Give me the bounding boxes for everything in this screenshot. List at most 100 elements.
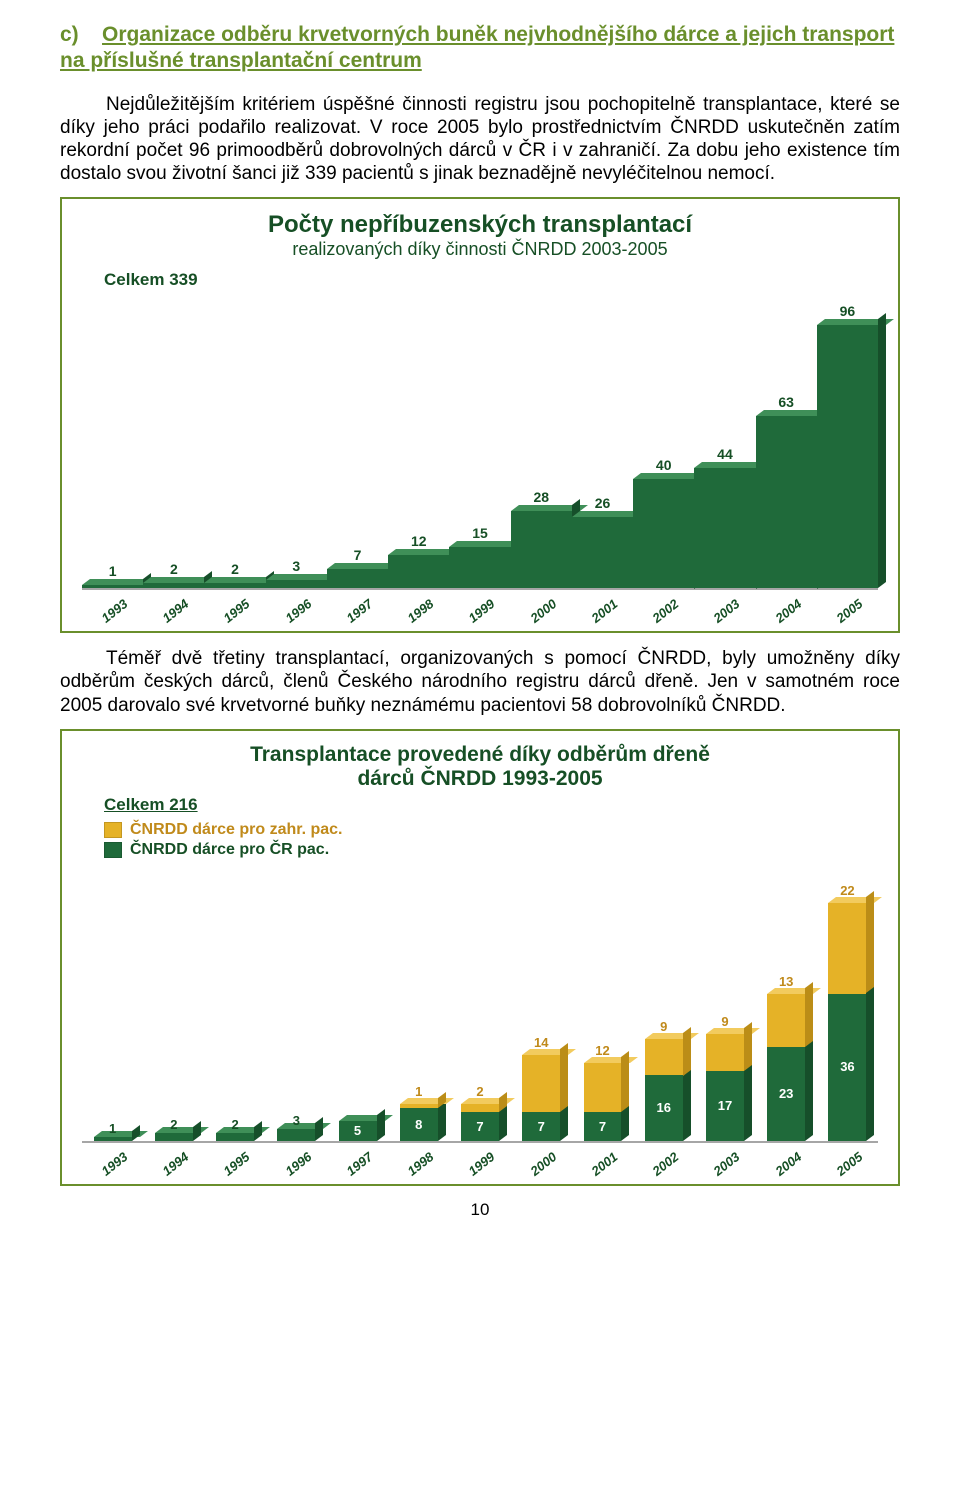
bar-front <box>706 1034 744 1071</box>
bar-slot: 40 <box>633 288 694 588</box>
legend-zahr-label: ČNRDD dárce pro zahr. pac. <box>130 821 343 839</box>
bar-front <box>694 468 755 589</box>
bar-slot: 23 13 <box>756 861 817 1141</box>
bar-side <box>621 1051 629 1112</box>
segment-value-cr: 7 <box>599 1119 606 1134</box>
chart-1-subtitle: realizovaných díky činnosti ČNRDD 2003-2… <box>76 239 884 260</box>
bar-segment-zahr: 14 <box>522 1055 560 1112</box>
bar: 40 <box>633 479 694 589</box>
paragraph-2: Téměř dvě třetiny transplantací, organiz… <box>60 647 900 717</box>
bar-value-label: 26 <box>595 495 611 511</box>
bar-slot: 2 <box>143 288 204 588</box>
stacked-bar: 179 <box>706 1034 744 1141</box>
segment-value-cr: 3 <box>293 1113 300 1128</box>
bar: 12 <box>388 555 449 588</box>
bar: 15 <box>449 547 510 588</box>
bar-side <box>377 1108 385 1140</box>
segment-value-cr: 23 <box>779 1086 793 1101</box>
chart-2-title: Transplantace provedené díky odběrům dře… <box>76 743 884 791</box>
segment-value-zahr: 13 <box>779 974 793 989</box>
bar-front <box>817 325 878 588</box>
bar-slot: 1 <box>82 861 143 1141</box>
bar-front <box>572 517 633 588</box>
segment-value-zahr: 2 <box>476 1084 483 1099</box>
segment-value-cr: 7 <box>476 1119 483 1134</box>
bar-front <box>511 511 572 588</box>
bar-side <box>866 891 874 993</box>
bar-front <box>522 1055 560 1112</box>
bar-slot: 72 <box>449 861 510 1141</box>
segment-value-zahr: 22 <box>840 883 854 898</box>
page: c) Organizace odběru krvetvorných buněk … <box>0 0 960 1240</box>
bar-side <box>744 1022 752 1071</box>
paragraph-1: Nejdůležitějším kritériem úspěšné činnos… <box>60 93 900 186</box>
bar-value-label: 63 <box>778 394 794 410</box>
bar-front <box>633 479 694 589</box>
segment-value-zahr: 9 <box>660 1019 667 1034</box>
chart-1-frame: Počty nepříbuzenských transplantací real… <box>60 197 900 633</box>
legend-row-zahr: ČNRDD dárce pro zahr. pac. <box>104 821 884 839</box>
bar-slot: 7 12 <box>572 861 633 1141</box>
bar-slot: 179 <box>694 861 755 1141</box>
bar-side <box>805 981 813 1046</box>
bar-slot: 5 <box>327 861 388 1141</box>
bar: 63 <box>756 416 817 589</box>
chart-1-total: Celkem 339 <box>104 270 884 290</box>
bar-slot: 63 <box>756 288 817 588</box>
bar-slot: 3622 <box>817 861 878 1141</box>
bar-slot: 26 <box>572 288 633 588</box>
bar-value-label: 2 <box>170 561 178 577</box>
chart-2-title-line2: dárců ČNRDD 1993-2005 <box>357 767 602 790</box>
bar-value-label: 1 <box>109 563 117 579</box>
bar-front <box>767 994 805 1047</box>
segment-value-cr: 16 <box>656 1100 670 1115</box>
bar-value-label: 28 <box>533 489 549 505</box>
bar-front <box>756 416 817 589</box>
bar-side <box>683 1027 691 1076</box>
stacked-bar: 16 9 <box>645 1039 683 1141</box>
bar: 26 <box>572 517 633 588</box>
bar-slot: 96 <box>817 288 878 588</box>
bar-segment-zahr: 9 <box>645 1039 683 1076</box>
bar-slot: 44 <box>694 288 755 588</box>
bar-front <box>388 555 449 588</box>
bar-slot: 81 <box>388 861 449 1141</box>
legend-swatch-zahr <box>104 822 122 838</box>
bar: 44 <box>694 468 755 589</box>
bar-top <box>767 988 821 994</box>
stacked-bar: 3622 <box>828 903 866 1141</box>
bar-front <box>645 1039 683 1076</box>
bar-slot: 7 <box>327 288 388 588</box>
bar-slot: 15 <box>449 288 510 588</box>
bar-segment-cr: 36 <box>828 994 866 1141</box>
chart-1-xaxis: 1993199419951996199719981999200020012002… <box>82 592 878 625</box>
stacked-bar: 2313 <box>767 994 805 1141</box>
bar-side <box>878 313 886 588</box>
bar-value-label: 40 <box>656 457 672 473</box>
bar-value-label: 96 <box>840 303 856 319</box>
legend-cr-label: ČNRDD dárce pro ČR pac. <box>130 841 329 859</box>
bar-side <box>744 1059 752 1141</box>
bar-top <box>522 1049 576 1055</box>
segment-value-zahr: 12 <box>595 1043 609 1058</box>
bar-segment-zahr: 1 <box>400 1104 438 1108</box>
bar-segment-zahr: 22 <box>828 903 866 993</box>
bar-segment-zahr: 12 <box>584 1063 622 1112</box>
bar-value-label: 3 <box>292 558 300 574</box>
heading-letter: c) <box>60 23 79 46</box>
bar-slot: 714 <box>511 861 572 1141</box>
heading-title: Organizace odběru krvetvorných buněk nej… <box>60 23 894 72</box>
bar-segment-zahr: 2 <box>461 1104 499 1112</box>
bar-value-label: 15 <box>472 525 488 541</box>
chart-2-frame: Transplantace provedené díky odběrům dře… <box>60 729 900 1186</box>
chart-2-total: Celkem 216 <box>104 795 884 815</box>
bar-slot: 28 <box>511 288 572 588</box>
chart-1-plot: 122371215282640446396 <box>82 290 878 590</box>
bar-top <box>277 1123 331 1129</box>
bar-slot: 3 <box>266 288 327 588</box>
segment-value-zahr: 9 <box>721 1014 728 1029</box>
bar-value-label: 2 <box>231 561 239 577</box>
bar-slot: 3 <box>266 861 327 1141</box>
bar-top <box>828 897 882 903</box>
chart-1-bars: 122371215282640446396 <box>82 288 878 588</box>
